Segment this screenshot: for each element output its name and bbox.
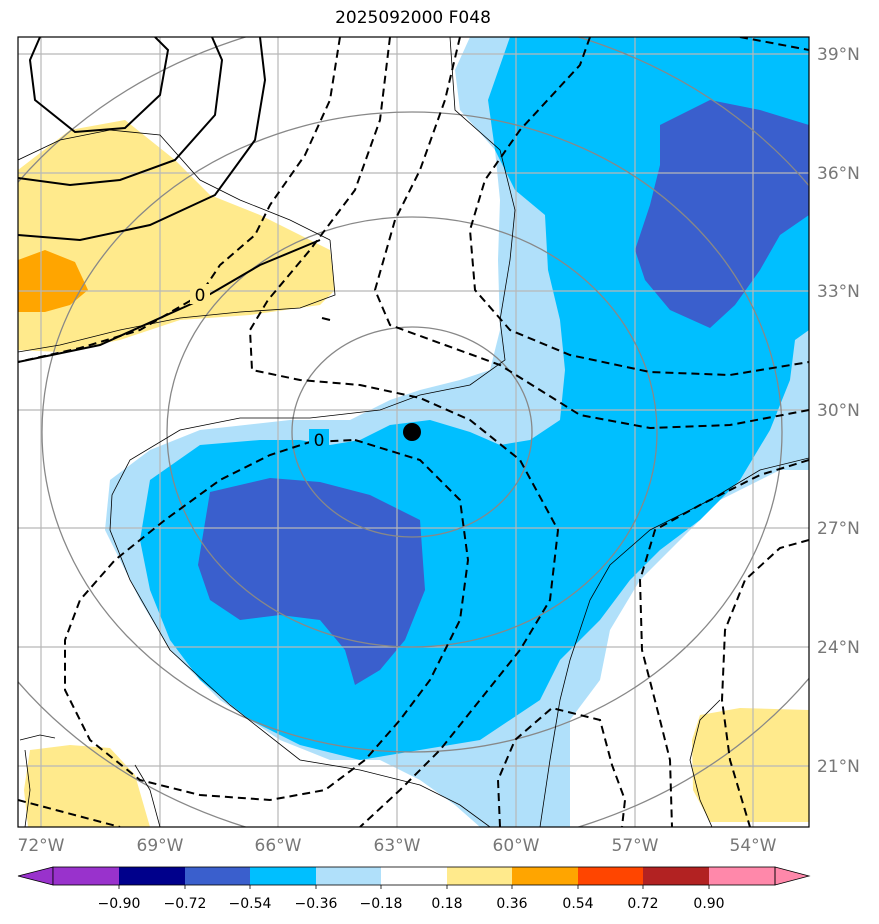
colorbar-segment bbox=[381, 867, 447, 885]
colorbar-segment bbox=[185, 867, 250, 885]
colorbar: −0.90 −0.72 −0.54 −0.36 −0.18 0.18 0.36 … bbox=[17, 866, 811, 912]
thin-contours bbox=[18, 37, 809, 827]
map-title: 2025092000 F048 bbox=[335, 8, 491, 28]
lat-label: 24°N bbox=[817, 638, 860, 658]
colorbar-segment bbox=[447, 867, 512, 885]
lon-label: 57°W bbox=[612, 836, 659, 856]
colorbar-segment bbox=[709, 867, 775, 885]
colorbar-tick-label: −0.54 bbox=[229, 896, 272, 912]
colorbar-segment bbox=[578, 867, 643, 885]
strong-negative-anomaly-fill bbox=[635, 100, 809, 328]
lon-label: 72°W bbox=[18, 836, 65, 856]
lat-label: 36°N bbox=[817, 164, 860, 184]
colorbar-segment bbox=[643, 867, 709, 885]
negative-contours bbox=[18, 37, 809, 827]
colorbar-tick-label: −0.90 bbox=[98, 896, 141, 912]
storm-center-marker bbox=[403, 423, 421, 441]
lat-label: 21°N bbox=[817, 757, 860, 777]
colorbar-segment bbox=[316, 867, 381, 885]
contour-label: 0 bbox=[195, 286, 206, 306]
colorbar-segment bbox=[512, 867, 578, 885]
colorbar-segment bbox=[250, 867, 316, 885]
colorbar-tick-label: 0.54 bbox=[562, 896, 593, 912]
colorbar-tick-label: 0.90 bbox=[693, 896, 724, 912]
lat-label: 30°N bbox=[817, 401, 860, 421]
map-area: 0 0 bbox=[18, 37, 809, 827]
colorbar-tick-label: 0.72 bbox=[627, 896, 658, 912]
contour-label: 0 bbox=[314, 431, 325, 451]
colorbar-tick-label: 0.36 bbox=[496, 896, 527, 912]
colorbar-extend-low bbox=[17, 866, 54, 886]
positive-anomaly-fill bbox=[18, 250, 88, 312]
lat-label: 39°N bbox=[817, 45, 860, 65]
lon-label: 60°W bbox=[493, 836, 540, 856]
colorbar-tick-label: −0.18 bbox=[360, 896, 403, 912]
positive-anomaly-fill bbox=[692, 708, 809, 822]
colorbar-tick-label: −0.36 bbox=[295, 896, 338, 912]
lon-label: 66°W bbox=[255, 836, 302, 856]
lat-label: 27°N bbox=[817, 519, 860, 539]
lat-label: 33°N bbox=[817, 282, 860, 302]
colorbar-tick-label: −0.72 bbox=[164, 896, 207, 912]
colorbar-segment bbox=[53, 867, 119, 885]
lon-label: 63°W bbox=[374, 836, 421, 856]
colorbar-segment bbox=[119, 867, 185, 885]
latitude-labels: 39°N 36°N 33°N 30°N 27°N 24°N 21°N bbox=[817, 45, 860, 777]
lon-label: 69°W bbox=[137, 836, 184, 856]
colorbar-extend-high bbox=[774, 866, 811, 886]
lon-label: 54°W bbox=[730, 836, 777, 856]
longitude-labels: 72°W 69°W 66°W 63°W 60°W 57°W 54°W bbox=[18, 836, 777, 856]
colorbar-tick-label: 0.18 bbox=[431, 896, 462, 912]
range-rings bbox=[18, 37, 809, 827]
positive-anomaly-fill bbox=[18, 120, 335, 352]
map-frame bbox=[17, 36, 810, 828]
